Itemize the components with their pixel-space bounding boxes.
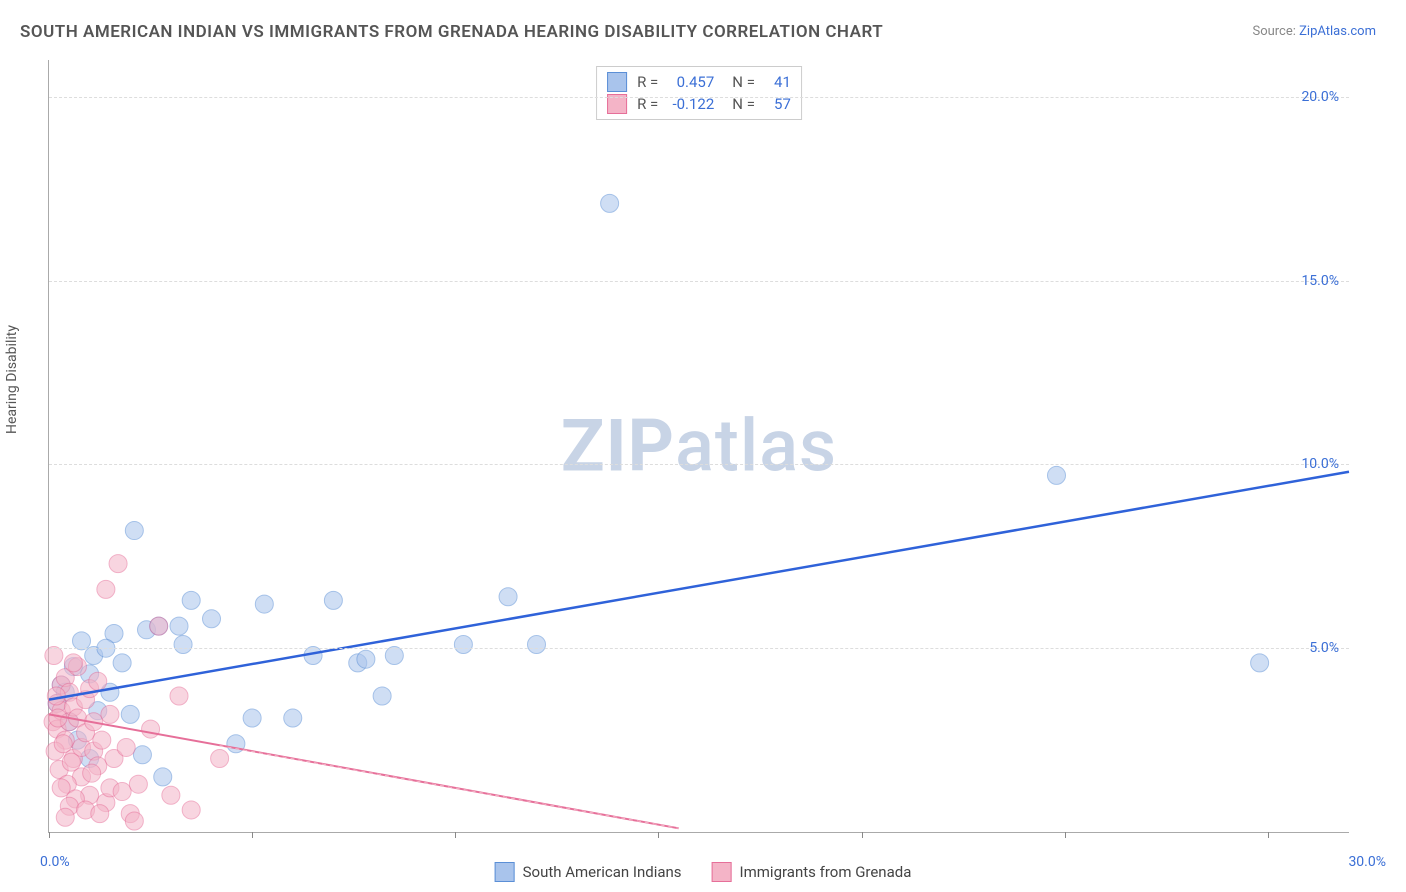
data-point bbox=[121, 705, 139, 723]
data-point bbox=[385, 647, 403, 665]
bottom-legend: South American Indians Immigrants from G… bbox=[495, 862, 912, 882]
x-axis-max-label: 30.0% bbox=[1348, 854, 1386, 870]
data-point bbox=[454, 636, 472, 654]
data-point bbox=[284, 709, 302, 727]
x-tick bbox=[862, 832, 863, 838]
legend-swatch bbox=[495, 862, 515, 882]
data-point bbox=[154, 768, 172, 786]
x-tick bbox=[252, 832, 253, 838]
data-point bbox=[133, 746, 151, 764]
data-point bbox=[52, 779, 70, 797]
data-point bbox=[528, 636, 546, 654]
data-point bbox=[162, 786, 180, 804]
data-point bbox=[324, 591, 342, 609]
data-point bbox=[54, 735, 72, 753]
x-tick bbox=[1065, 832, 1066, 838]
source-attribution: Source: ZipAtlas.com bbox=[1252, 24, 1376, 39]
y-tick-label: 15.0% bbox=[1301, 273, 1339, 289]
data-point bbox=[182, 801, 200, 819]
data-point bbox=[64, 654, 82, 672]
data-point bbox=[142, 720, 160, 738]
data-point bbox=[113, 654, 131, 672]
legend-label: Immigrants from Grenada bbox=[740, 863, 912, 881]
data-point bbox=[170, 617, 188, 635]
gridline bbox=[49, 648, 1349, 649]
data-point bbox=[373, 687, 391, 705]
data-point bbox=[113, 783, 131, 801]
gridline bbox=[49, 464, 1349, 465]
data-point bbox=[56, 808, 74, 826]
data-point bbox=[129, 775, 147, 793]
y-tick-label: 10.0% bbox=[1301, 456, 1339, 472]
gridline bbox=[49, 97, 1349, 98]
data-point bbox=[601, 194, 619, 212]
trend-line bbox=[49, 472, 1349, 700]
source-label: Source: bbox=[1252, 24, 1299, 39]
data-point bbox=[62, 753, 80, 771]
legend-label: South American Indians bbox=[523, 863, 682, 881]
legend-item: South American Indians bbox=[495, 862, 682, 882]
x-tick bbox=[658, 832, 659, 838]
data-point bbox=[91, 805, 109, 823]
legend-swatch bbox=[712, 862, 732, 882]
x-tick bbox=[49, 832, 50, 838]
x-axis-min-label: 0.0% bbox=[40, 854, 70, 870]
source-link[interactable]: ZipAtlas.com bbox=[1299, 24, 1376, 39]
data-point bbox=[73, 632, 91, 650]
data-point bbox=[211, 749, 229, 767]
plot-svg bbox=[49, 60, 1349, 832]
y-tick-label: 20.0% bbox=[1301, 89, 1339, 105]
data-point bbox=[89, 672, 107, 690]
data-point bbox=[45, 647, 63, 665]
data-point bbox=[170, 687, 188, 705]
data-point bbox=[499, 588, 517, 606]
data-point bbox=[174, 636, 192, 654]
data-point bbox=[97, 580, 115, 598]
chart-title: SOUTH AMERICAN INDIAN VS IMMIGRANTS FROM… bbox=[20, 22, 883, 42]
gridline bbox=[49, 281, 1349, 282]
data-point bbox=[125, 812, 143, 830]
data-point bbox=[150, 617, 168, 635]
data-point bbox=[93, 731, 111, 749]
data-point bbox=[357, 650, 375, 668]
legend-item: Immigrants from Grenada bbox=[712, 862, 912, 882]
data-point bbox=[125, 522, 143, 540]
y-tick-label: 5.0% bbox=[1309, 640, 1339, 656]
data-point bbox=[109, 555, 127, 573]
plot-area: ZIPatlas R = 0.457 N = 41 R = -0.122 N =… bbox=[48, 60, 1349, 833]
y-axis-label: Hearing Disability bbox=[4, 325, 20, 434]
data-point bbox=[83, 764, 101, 782]
data-point bbox=[1251, 654, 1269, 672]
data-point bbox=[117, 738, 135, 756]
data-point bbox=[1048, 466, 1066, 484]
data-point bbox=[101, 705, 119, 723]
data-point bbox=[47, 687, 65, 705]
data-point bbox=[255, 595, 273, 613]
data-point bbox=[182, 591, 200, 609]
x-tick bbox=[1268, 832, 1269, 838]
data-point bbox=[203, 610, 221, 628]
x-tick bbox=[455, 832, 456, 838]
data-point bbox=[243, 709, 261, 727]
